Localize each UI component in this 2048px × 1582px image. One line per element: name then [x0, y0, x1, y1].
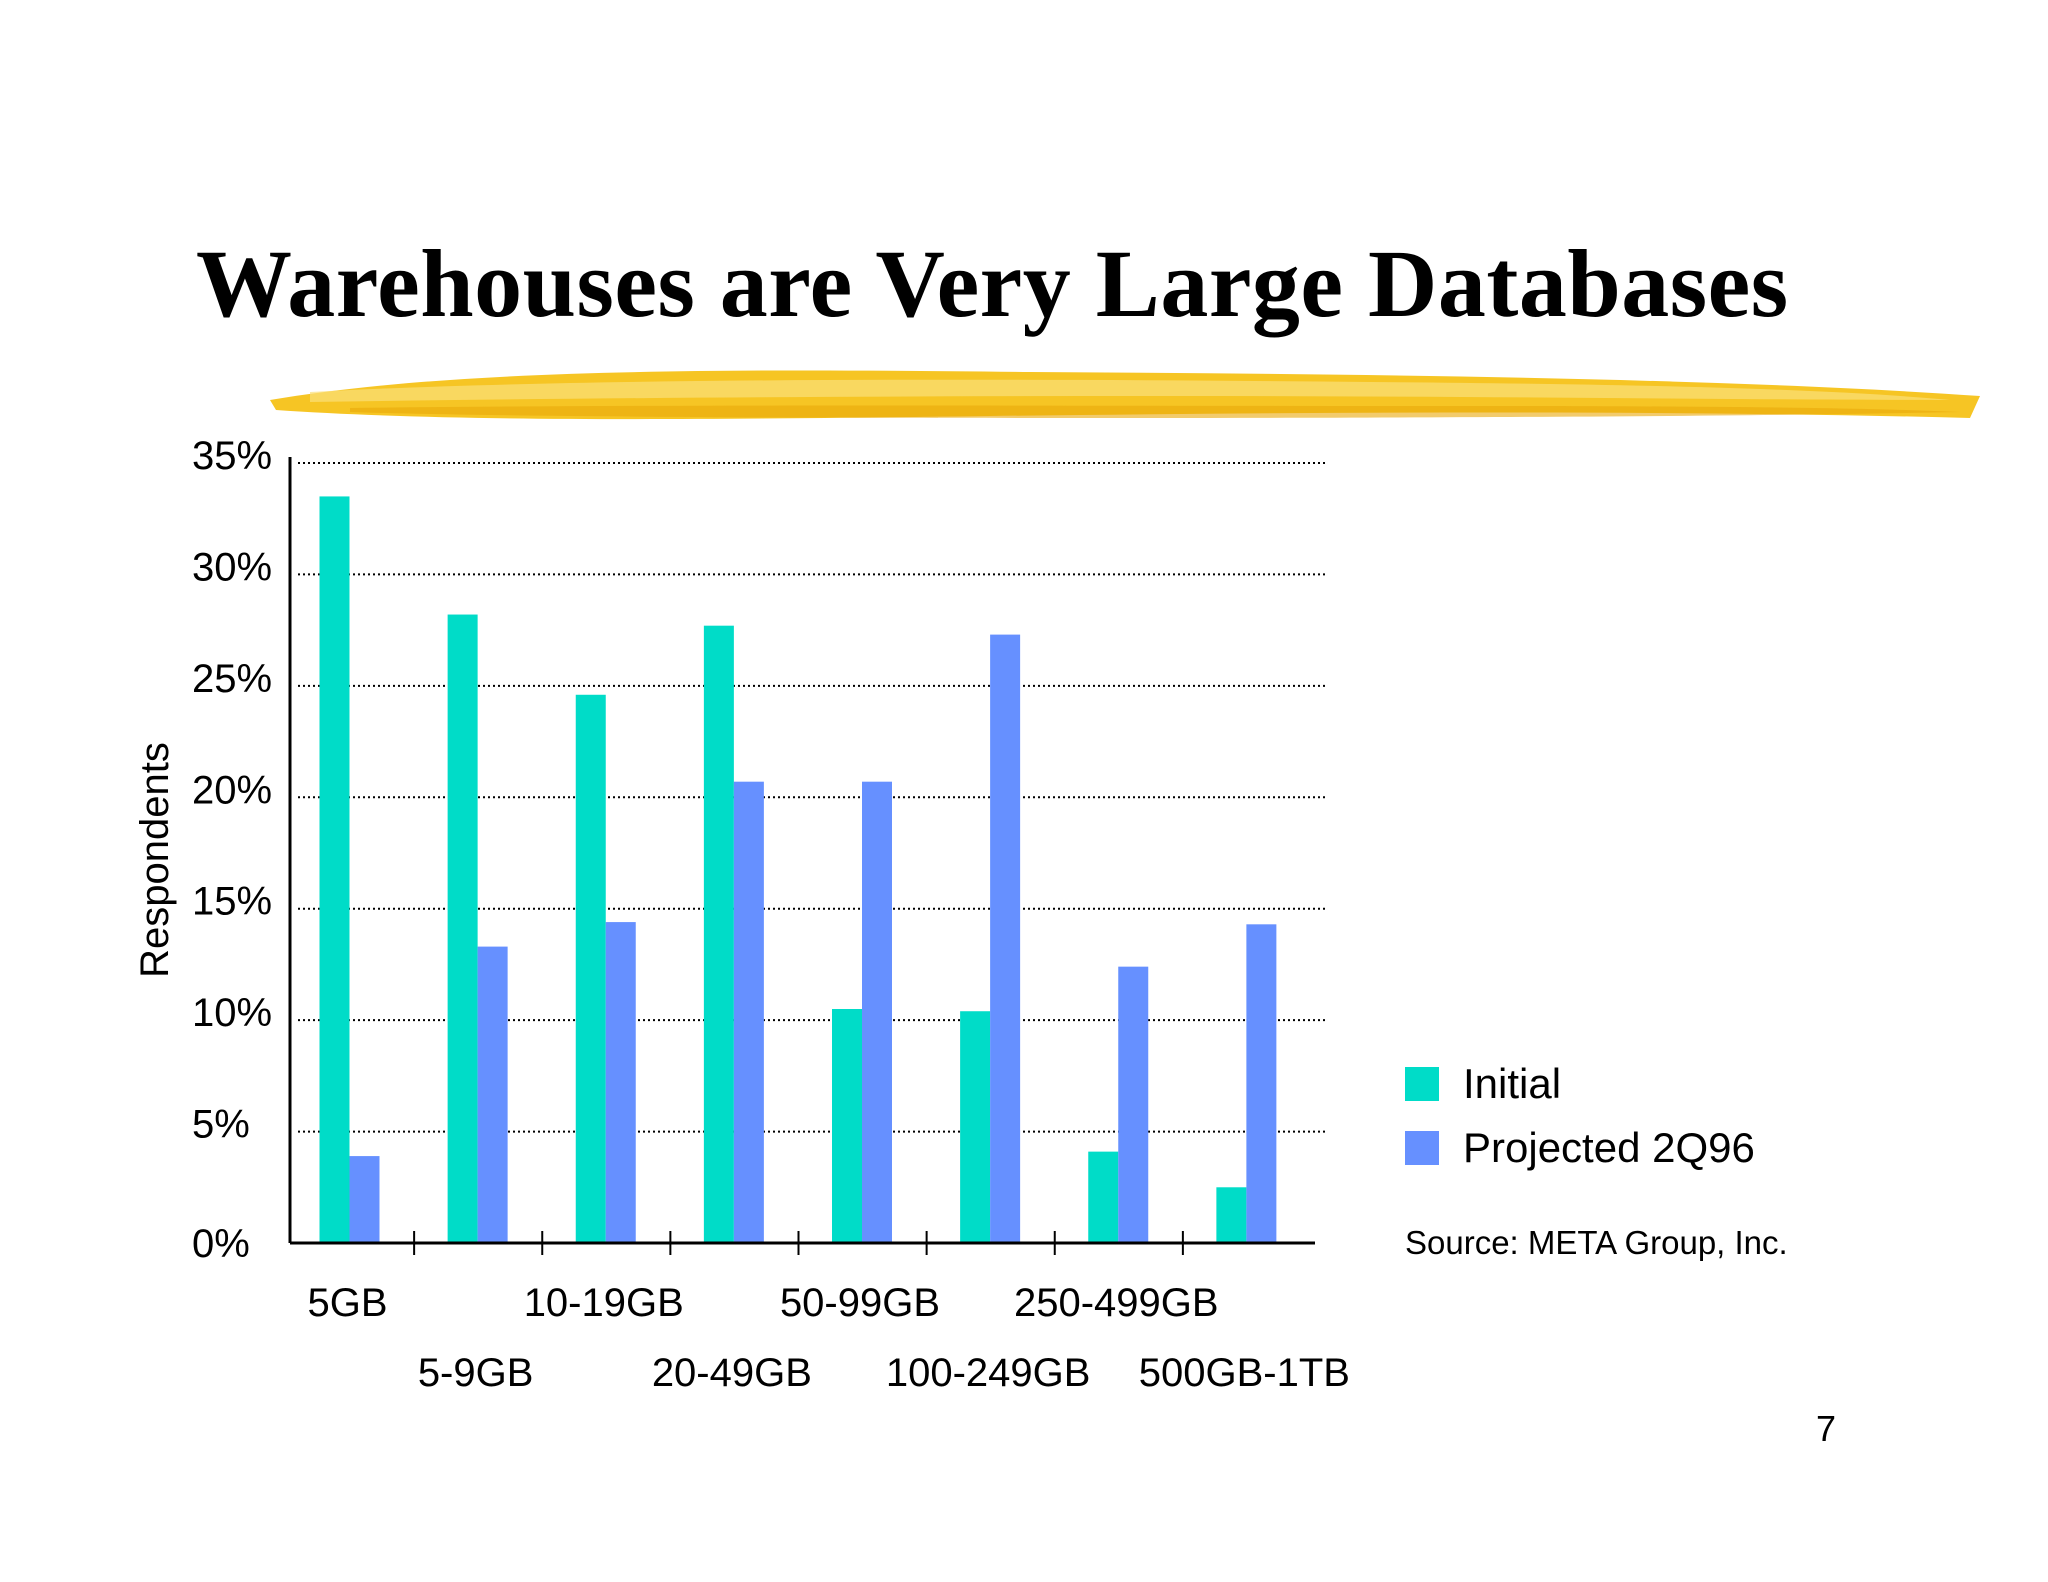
- y-tick-label: 35%: [192, 434, 272, 478]
- x-tick-label: 50-99GB: [780, 1281, 940, 1325]
- x-tick-label: 100-249GB: [886, 1351, 1091, 1395]
- y-axis-tick-labels: 0% 5% 10% 15% 20% 25% 30% 35%: [192, 434, 272, 1266]
- bar-projected-1: [477, 946, 508, 1243]
- legend-item-projected: Projected 2Q96: [1405, 1116, 1755, 1180]
- x-tick-label: 250-499GB: [1014, 1281, 1219, 1325]
- bar-projected-7: [1246, 924, 1277, 1243]
- y-axis-label: Respondents: [133, 742, 177, 978]
- bar-initial-5: [960, 1011, 991, 1243]
- legend-item-initial: Initial: [1405, 1052, 1755, 1116]
- chart-legend: Initial Projected 2Q96: [1405, 1052, 1755, 1180]
- y-tick-label: 5%: [192, 1103, 250, 1147]
- y-tick-label: 20%: [192, 768, 272, 812]
- bar-projected-6: [1118, 966, 1149, 1243]
- bar-projected-4: [862, 781, 892, 1243]
- source-note: Source: META Group, Inc.: [1405, 1224, 1788, 1261]
- highlight-brush-stroke: [270, 370, 1980, 420]
- bar-projected-0: [349, 1156, 380, 1243]
- legend-label-projected: Projected 2Q96: [1463, 1124, 1755, 1171]
- bar-initial-4: [832, 1009, 862, 1243]
- bar-initial-7: [1216, 1187, 1247, 1243]
- y-tick-label: 0%: [192, 1222, 250, 1266]
- x-axis-tick-labels: 5GB 5-9GB 10-19GB 20-49GB 50-99GB 100-249GB 25…: [307, 1281, 1350, 1395]
- brush-stroke-shadow: [350, 405, 1960, 418]
- x-tick-label: 500GB-1TB: [1139, 1351, 1350, 1395]
- bar-projected-5: [990, 634, 1021, 1243]
- bars: [319, 496, 1277, 1243]
- bar-initial-3: [703, 625, 734, 1243]
- y-tick-label: 10%: [192, 991, 272, 1035]
- legend-swatch-initial: [1405, 1067, 1439, 1101]
- brush-stroke-highlight: [310, 379, 1950, 402]
- slide-title: Warehouses are Very Large Databases: [196, 230, 1789, 337]
- y-tick-label: 25%: [192, 657, 272, 701]
- x-tick-label: 5-9GB: [418, 1351, 534, 1395]
- bar-projected-2: [605, 922, 636, 1243]
- y-tick-label: 15%: [192, 880, 272, 924]
- y-tick-label: 30%: [192, 545, 272, 589]
- bar-initial-6: [1088, 1151, 1119, 1243]
- bar-initial-0: [319, 496, 350, 1243]
- bar-projected-3: [733, 781, 764, 1243]
- x-tick-label: 5GB: [307, 1281, 387, 1325]
- bar-initial-2: [575, 694, 606, 1243]
- legend-swatch-projected: [1405, 1131, 1439, 1165]
- page-number: 7: [1816, 1408, 1837, 1449]
- x-tick-label: 10-19GB: [524, 1281, 684, 1325]
- bar-initial-1: [447, 614, 478, 1243]
- axes: [288, 457, 1315, 1255]
- x-tick-label: 20-49GB: [652, 1351, 812, 1395]
- legend-label-initial: Initial: [1463, 1060, 1562, 1107]
